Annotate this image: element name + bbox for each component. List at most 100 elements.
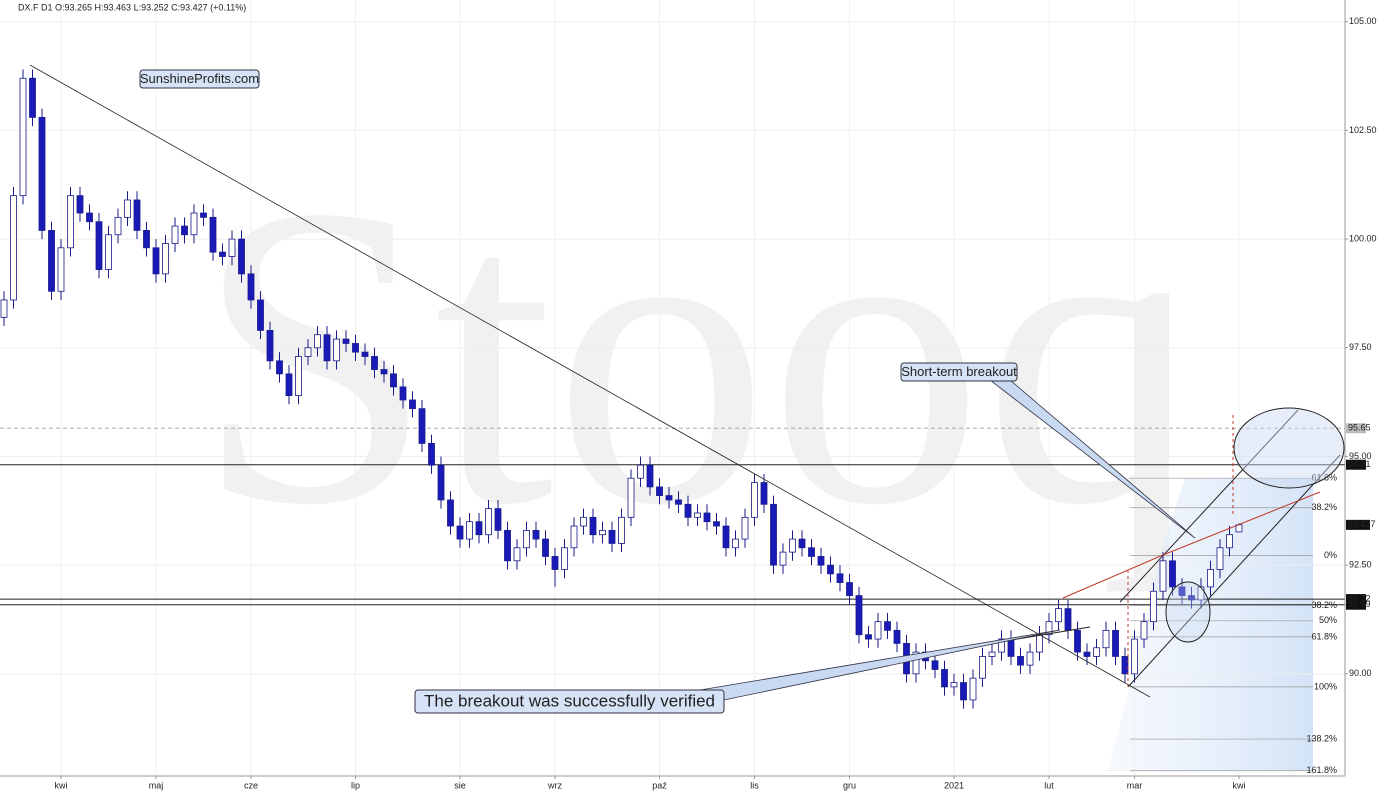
- candle-body: [114, 216, 122, 236]
- candle-body: [456, 525, 464, 540]
- fib-zone: [1108, 478, 1313, 771]
- candle-body: [390, 373, 397, 388]
- x-tick-label: 2021: [944, 780, 964, 790]
- x-tick-label: lut: [1044, 780, 1054, 790]
- candle-body: [409, 399, 416, 410]
- price-tag-label: 91.59: [1348, 599, 1371, 609]
- red-trendline: [1062, 491, 1321, 599]
- candle-body: [1207, 569, 1214, 588]
- candle-body: [589, 516, 597, 536]
- candle-body: [684, 503, 692, 518]
- fib-label: 38.2%: [1311, 600, 1337, 610]
- candle-body: [95, 221, 103, 270]
- y-tick-label: 97.50: [1349, 342, 1372, 352]
- candle-body: [665, 495, 673, 501]
- candle-body: [1055, 608, 1062, 623]
- last-price-label: 93.427: [1348, 519, 1376, 529]
- candle-body: [428, 443, 435, 466]
- candle-body: [67, 195, 74, 249]
- channel-line: [1127, 454, 1341, 688]
- candle-body: [874, 621, 882, 640]
- candle-body: [950, 682, 958, 688]
- candle-body: [827, 564, 834, 575]
- candle-body: [190, 212, 198, 236]
- y-tick-label: 105.00: [1349, 16, 1377, 26]
- candle-body: [836, 573, 844, 583]
- candle-body: [1169, 560, 1176, 588]
- x-tick-label: paź: [652, 780, 667, 790]
- watermark: Stooq: [195, 118, 1199, 594]
- last-price-tag: [1346, 519, 1370, 530]
- candle-body: [380, 369, 388, 375]
- ellipse: [1233, 407, 1345, 489]
- note: Short-term breakout: [901, 364, 1017, 379]
- candle-body: [1131, 638, 1138, 675]
- candle-body: [1216, 547, 1224, 570]
- candle-body: [437, 464, 445, 501]
- candle-body: [285, 373, 293, 397]
- x-tick-label: sie: [454, 780, 466, 790]
- background: Stooq: [195, 118, 1199, 594]
- candle-body: [523, 529, 530, 549]
- candle-body: [38, 116, 46, 231]
- candle-body: [1197, 586, 1205, 601]
- fib-label: 138.2%: [1306, 733, 1337, 743]
- candle-body: [504, 529, 511, 562]
- candle-body: [314, 334, 321, 349]
- candle-body: [760, 482, 768, 505]
- candle-body: [143, 230, 150, 249]
- ellipse: [1165, 581, 1211, 643]
- candle-body: [751, 482, 758, 518]
- candle-body: [485, 508, 492, 536]
- candle-body: [1112, 629, 1119, 657]
- candle-body: [371, 356, 378, 370]
- x-tick-label: wrz: [547, 780, 562, 790]
- candle-body: [988, 651, 996, 657]
- candle-body: [1235, 524, 1243, 533]
- candle-body: [48, 230, 55, 292]
- candle-body: [238, 238, 245, 275]
- candle-body: [200, 212, 207, 218]
- y-tick-label: 90.00: [1349, 668, 1372, 678]
- candle-body: [333, 338, 340, 362]
- candle-body: [1026, 651, 1034, 666]
- candle-body: [817, 556, 825, 566]
- candle-body: [694, 512, 701, 518]
- candle-body: [969, 677, 977, 701]
- candle-body: [266, 329, 274, 362]
- candle-body: [304, 347, 312, 357]
- note-box: [414, 689, 725, 714]
- candle-body: [656, 486, 663, 496]
- candle-body: [627, 477, 635, 518]
- candle-body: [10, 195, 17, 301]
- candle-body: [808, 547, 815, 557]
- price-tag-label: 91.72: [1348, 593, 1371, 603]
- fib: 61.8% 38.2% 0% 38.2% 50% 61.8% 100% 138.2% 161.8…: [1130, 473, 1337, 775]
- candle-body: [941, 669, 948, 688]
- candle-body: [1121, 656, 1129, 675]
- x-tick-label: kwi: [55, 780, 68, 790]
- fib-label: 61.8%: [1311, 473, 1337, 483]
- candle-body: [570, 525, 578, 549]
- candle-body: [475, 521, 483, 536]
- candle-body: [247, 273, 255, 301]
- candle-body: [608, 529, 616, 544]
- candle-body: [675, 499, 682, 505]
- candle-body: [124, 199, 131, 218]
- fib-label: 0%: [1324, 550, 1337, 560]
- candle-body: [1036, 634, 1043, 653]
- candle-body: [1140, 621, 1148, 640]
- candle-body: [219, 251, 226, 257]
- candle-body: [532, 529, 540, 540]
- candle-body: [561, 547, 568, 570]
- y-tick-label: 100.00: [1349, 233, 1377, 243]
- candle-body: [29, 77, 36, 118]
- price-tag-label: 95.65: [1348, 423, 1371, 433]
- price-tag: [1346, 423, 1366, 434]
- x-tick-label: lip: [351, 780, 360, 790]
- candle-body: [741, 516, 749, 540]
- candle-body: [1226, 534, 1233, 549]
- candle-body: [912, 651, 920, 675]
- note-box: [139, 69, 260, 89]
- candle-body: [257, 299, 264, 331]
